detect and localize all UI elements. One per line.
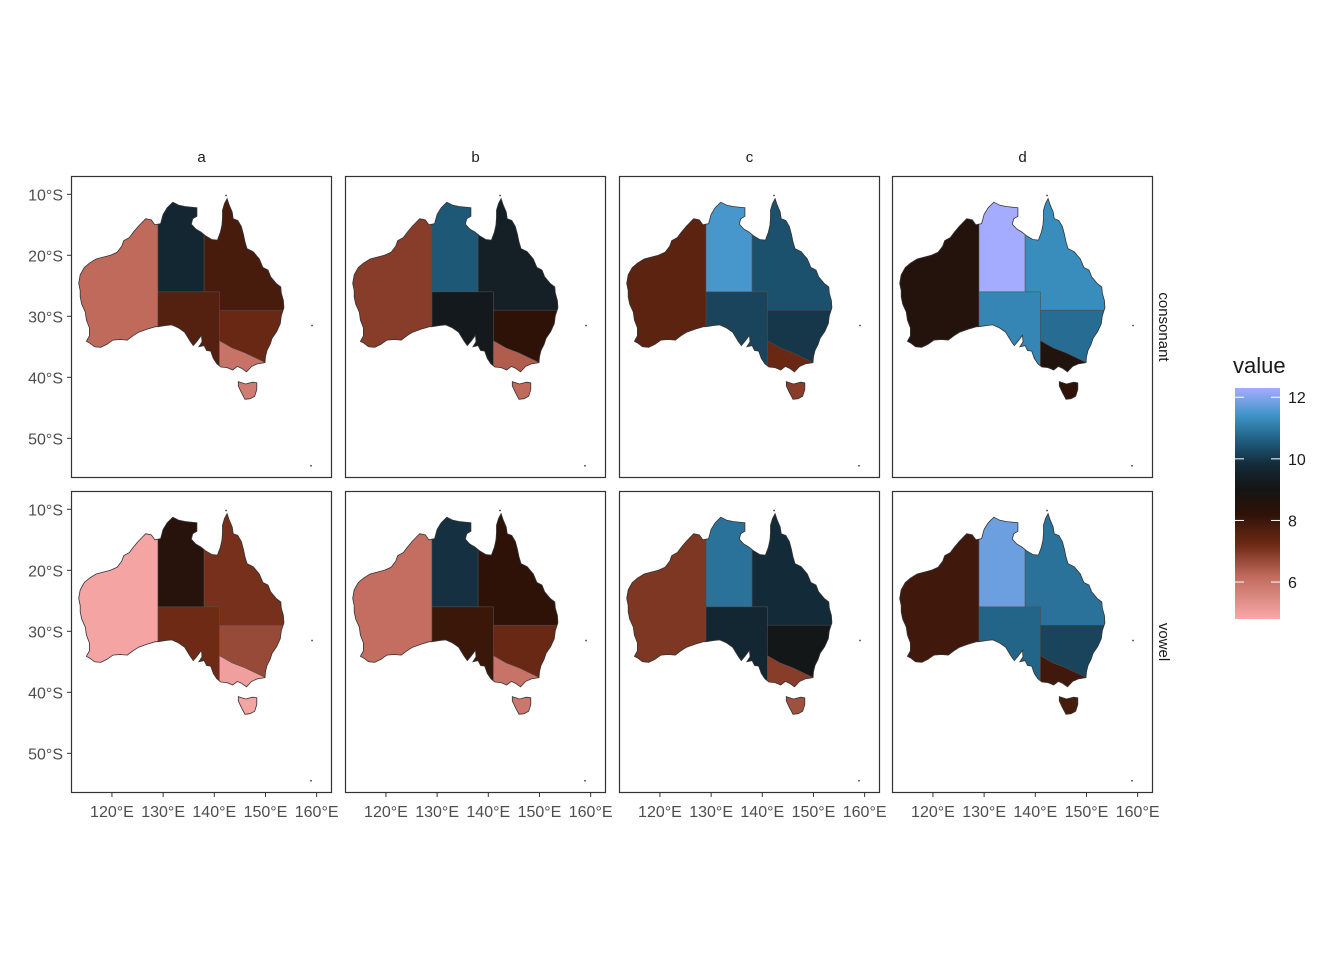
- x-tick-label: 160°E: [295, 804, 339, 821]
- facet-column-label: a: [197, 149, 206, 166]
- island-dot: [310, 464, 312, 467]
- legend-tick-label: 6: [1288, 575, 1297, 592]
- panel-border: [344, 490, 607, 794]
- y-tick-label: 20°S: [28, 248, 63, 265]
- y-tick-label: 50°S: [28, 746, 63, 763]
- island-dot: [859, 639, 861, 642]
- island-dot: [225, 194, 227, 197]
- legend-tick-label: 10: [1288, 452, 1306, 469]
- coastline: [899, 197, 1106, 373]
- island-dot: [1131, 779, 1133, 782]
- x-tick-label: 130°E: [689, 804, 733, 821]
- x-tick-label: 130°E: [141, 804, 185, 821]
- panel-border: [344, 175, 607, 479]
- island-dot: [1046, 194, 1048, 197]
- x-tick-label: 120°E: [911, 804, 955, 821]
- island-dot: [1132, 324, 1134, 327]
- island-dot: [225, 509, 227, 512]
- y-tick-label: 40°S: [28, 685, 63, 702]
- x-tick-label: 150°E: [518, 804, 562, 821]
- facet-panel: [891, 175, 1154, 479]
- legend-title: value: [1233, 353, 1286, 378]
- panel-border: [891, 490, 1154, 794]
- x-tick-label: 120°E: [638, 804, 682, 821]
- facet-row-label: vowel: [1155, 623, 1172, 661]
- coastline: [626, 512, 833, 688]
- x-tick-label: 160°E: [1116, 804, 1160, 821]
- x-tick-label: 140°E: [466, 804, 510, 821]
- coastline: [78, 512, 285, 688]
- island-dot: [584, 464, 586, 467]
- coastline: [352, 512, 559, 688]
- island-dot: [311, 639, 313, 642]
- panel-border: [618, 175, 881, 479]
- facet-column-label: c: [746, 149, 754, 166]
- facet-panel: [70, 175, 333, 479]
- island-dot: [585, 324, 587, 327]
- y-tick-label: 10°S: [28, 187, 63, 204]
- region-tasmania: [511, 381, 532, 400]
- island-dot: [773, 194, 775, 197]
- x-tick-label: 140°E: [1013, 804, 1057, 821]
- island-dot: [499, 509, 501, 512]
- facet-panel: [891, 490, 1154, 794]
- facet-panel: [70, 490, 333, 794]
- y-tick-label: 30°S: [28, 309, 63, 326]
- island-dot: [584, 779, 586, 782]
- legend-colorbar: [1235, 388, 1280, 619]
- region-tasmania: [1058, 696, 1079, 715]
- panel-border: [891, 175, 1154, 479]
- legend-tick-label: 8: [1288, 513, 1297, 530]
- legend-tick-label: 12: [1288, 390, 1306, 407]
- x-tick-label: 140°E: [740, 804, 784, 821]
- island-dot: [773, 509, 775, 512]
- x-tick-label: 130°E: [962, 804, 1006, 821]
- region-tasmania: [785, 381, 806, 400]
- region-tasmania: [1058, 381, 1079, 400]
- coastline: [899, 512, 1106, 688]
- island-dot: [310, 779, 312, 782]
- x-tick-label: 140°E: [192, 804, 236, 821]
- facet-panel: [618, 175, 881, 479]
- region-tasmania: [237, 696, 258, 715]
- island-dot: [1046, 509, 1048, 512]
- coastline: [626, 197, 833, 373]
- island-dot: [858, 464, 860, 467]
- x-tick-label: 150°E: [244, 804, 288, 821]
- facet-column-label: b: [471, 149, 479, 166]
- coastline: [352, 197, 559, 373]
- x-tick-label: 150°E: [792, 804, 836, 821]
- x-tick-label: 120°E: [364, 804, 408, 821]
- island-dot: [859, 324, 861, 327]
- y-tick-label: 20°S: [28, 563, 63, 580]
- facet-row-label: consonant: [1155, 292, 1172, 362]
- x-tick-label: 160°E: [569, 804, 613, 821]
- facet-panel: [344, 490, 607, 794]
- island-dot: [858, 779, 860, 782]
- facet-panel: [618, 490, 881, 794]
- facet-panel: [344, 175, 607, 479]
- y-tick-label: 30°S: [28, 624, 63, 641]
- region-tasmania: [785, 696, 806, 715]
- panel-border: [618, 490, 881, 794]
- island-dot: [499, 194, 501, 197]
- island-dot: [1131, 464, 1133, 467]
- facet-column-label: d: [1018, 149, 1026, 166]
- panel-border: [70, 175, 333, 479]
- island-dot: [1132, 639, 1134, 642]
- island-dot: [585, 639, 587, 642]
- region-tasmania: [511, 696, 532, 715]
- coastline: [78, 197, 285, 373]
- island-dot: [311, 324, 313, 327]
- y-tick-label: 50°S: [28, 431, 63, 448]
- y-tick-label: 10°S: [28, 502, 63, 519]
- panel-border: [70, 490, 333, 794]
- x-tick-label: 160°E: [843, 804, 887, 821]
- y-tick-label: 40°S: [28, 370, 63, 387]
- x-tick-label: 150°E: [1065, 804, 1109, 821]
- region-tasmania: [237, 381, 258, 400]
- x-tick-label: 130°E: [415, 804, 459, 821]
- x-tick-label: 120°E: [90, 804, 134, 821]
